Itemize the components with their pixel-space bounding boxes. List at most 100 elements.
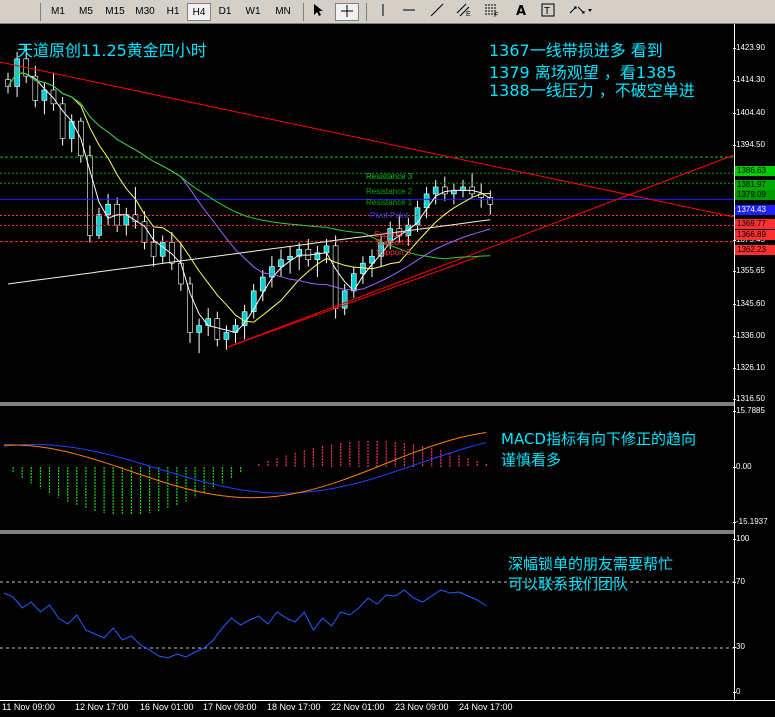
candle: [214, 311, 221, 347]
price-tick: 1326.10: [733, 363, 765, 372]
bull-candle-body: [250, 290, 257, 312]
timeframe-m30-button[interactable]: M30: [135, 6, 155, 17]
cursor-arrow-icon[interactable]: [309, 3, 329, 21]
horizontal-line-icon[interactable]: [398, 3, 420, 21]
support-2-label: Support 2: [376, 238, 411, 247]
candle: [196, 318, 202, 354]
pivot-price-box: 1374.43: [735, 205, 775, 215]
price-tick: 1423.90: [733, 43, 765, 52]
timeframe-d1-button[interactable]: D1: [218, 6, 232, 17]
candle: [441, 176, 448, 201]
ma-medium-line: [7, 72, 491, 323]
chart-title-annotation: 天道原创11.25黄金四小时: [17, 41, 207, 60]
time-tick: 22 Nov 01:00: [331, 702, 385, 712]
trendline-icon[interactable]: [426, 3, 448, 21]
indicator-overlay-layer: [0, 61, 735, 659]
macd-axis-top: 15.7885: [733, 406, 765, 415]
bear-candle-body: [214, 318, 221, 340]
bull-candle-body: [378, 242, 384, 257]
candle: [50, 72, 57, 111]
strategy-annotation-2: 1379 离场观望 ，看1385: [489, 63, 677, 82]
ma-very-long-line: [7, 219, 491, 285]
timeframe-m1-button[interactable]: M1: [51, 6, 65, 17]
candle: [87, 145, 93, 243]
candle: [287, 245, 293, 274]
toolbar-separator: [366, 3, 367, 21]
candle: [178, 242, 184, 291]
time-tick: 23 Nov 09:00: [395, 702, 449, 712]
timeframe-h4-button[interactable]: H4: [187, 3, 211, 21]
bull-candle-body: [105, 204, 111, 215]
candle: [369, 249, 375, 278]
price-tick: 1404.40: [733, 108, 765, 117]
candle: [432, 180, 439, 205]
vertical-line-icon[interactable]: [373, 3, 393, 21]
bull-candle-body: [323, 245, 330, 254]
bear-candle-body: [332, 245, 339, 309]
rsi-line: [3, 589, 487, 659]
candle: [423, 186, 430, 219]
candle: [68, 114, 75, 153]
timeframe-m5-button[interactable]: M5: [79, 6, 93, 17]
time-tick: 12 Nov 17:00: [75, 702, 129, 712]
time-tick: 24 Nov 17:00: [459, 702, 513, 712]
rsi-axis-bottom: 0: [732, 687, 741, 696]
equidistant-channel-icon[interactable]: E: [453, 3, 475, 21]
bull-candle-body: [287, 255, 293, 261]
timeframe-w1-button[interactable]: W1: [245, 6, 261, 17]
candle: [241, 304, 248, 340]
candle: [360, 256, 366, 284]
candle: [469, 173, 475, 198]
bull-candle-body: [259, 276, 266, 292]
bear-candle-body: [132, 214, 139, 222]
text-label-icon[interactable]: T: [537, 3, 559, 21]
timeframe-m15-button[interactable]: M15: [105, 6, 125, 17]
contact-annotation-1: 深幅锁单的朋友需要帮忙: [508, 555, 674, 573]
descending-trendline: [0, 61, 735, 218]
candle: [278, 249, 284, 278]
bull-candle-body: [314, 252, 321, 261]
candle: [487, 190, 494, 215]
bear-candle-body: [187, 283, 193, 333]
candle: [223, 325, 230, 350]
arrows-icon[interactable]: [566, 3, 596, 21]
bear-candle-body: [50, 89, 57, 105]
bear-candle-body: [150, 242, 157, 257]
ascending-trendline: [227, 154, 735, 348]
candle: [378, 235, 384, 267]
bull-candle-body: [223, 332, 230, 340]
timeframe-mn-button[interactable]: MN: [275, 6, 291, 17]
time-tick: 11 Nov 09:00: [2, 702, 55, 712]
crosshair-icon[interactable]: [335, 3, 359, 21]
candle: [105, 193, 111, 226]
price-tick: 1414.30: [733, 75, 765, 84]
candle: [478, 183, 485, 208]
resistance-1-price-box: 1379.09: [735, 190, 775, 200]
resistance-3-price-box: 1386.63: [735, 166, 775, 176]
bull-candle-body: [196, 325, 202, 333]
resistance-1-label: Resistance 1: [366, 198, 413, 207]
candle: [205, 308, 211, 336]
bull-candle-body: [432, 186, 439, 195]
support-3-label: Support 3: [376, 248, 411, 257]
time-axis: [0, 700, 775, 717]
time-tick: 16 Nov 01:00: [140, 702, 194, 712]
text-tool-button[interactable]: A: [515, 4, 527, 19]
macd-main-line: [3, 432, 487, 499]
fibonacci-icon[interactable]: F: [481, 3, 503, 21]
svg-text:T: T: [544, 6, 550, 17]
bear-candle-body: [487, 197, 494, 205]
price-tick: 1336.00: [733, 331, 765, 340]
bull-candle-body: [369, 255, 375, 264]
time-tick: 18 Nov 17:00: [267, 702, 321, 712]
candle: [250, 283, 257, 319]
candle: [305, 238, 312, 267]
bear-candle-body: [141, 221, 148, 243]
rsi-axis-70: 70: [733, 577, 745, 586]
bull-candle-body: [341, 290, 348, 309]
timeframe-h1-button[interactable]: H1: [166, 6, 180, 17]
support-2-price-box: 1366.89: [735, 230, 775, 240]
chart-toolbar: M1 M5 M15 M30 H1 H4 D1 W1 MN E F A: [0, 0, 775, 24]
candle: [187, 277, 193, 343]
